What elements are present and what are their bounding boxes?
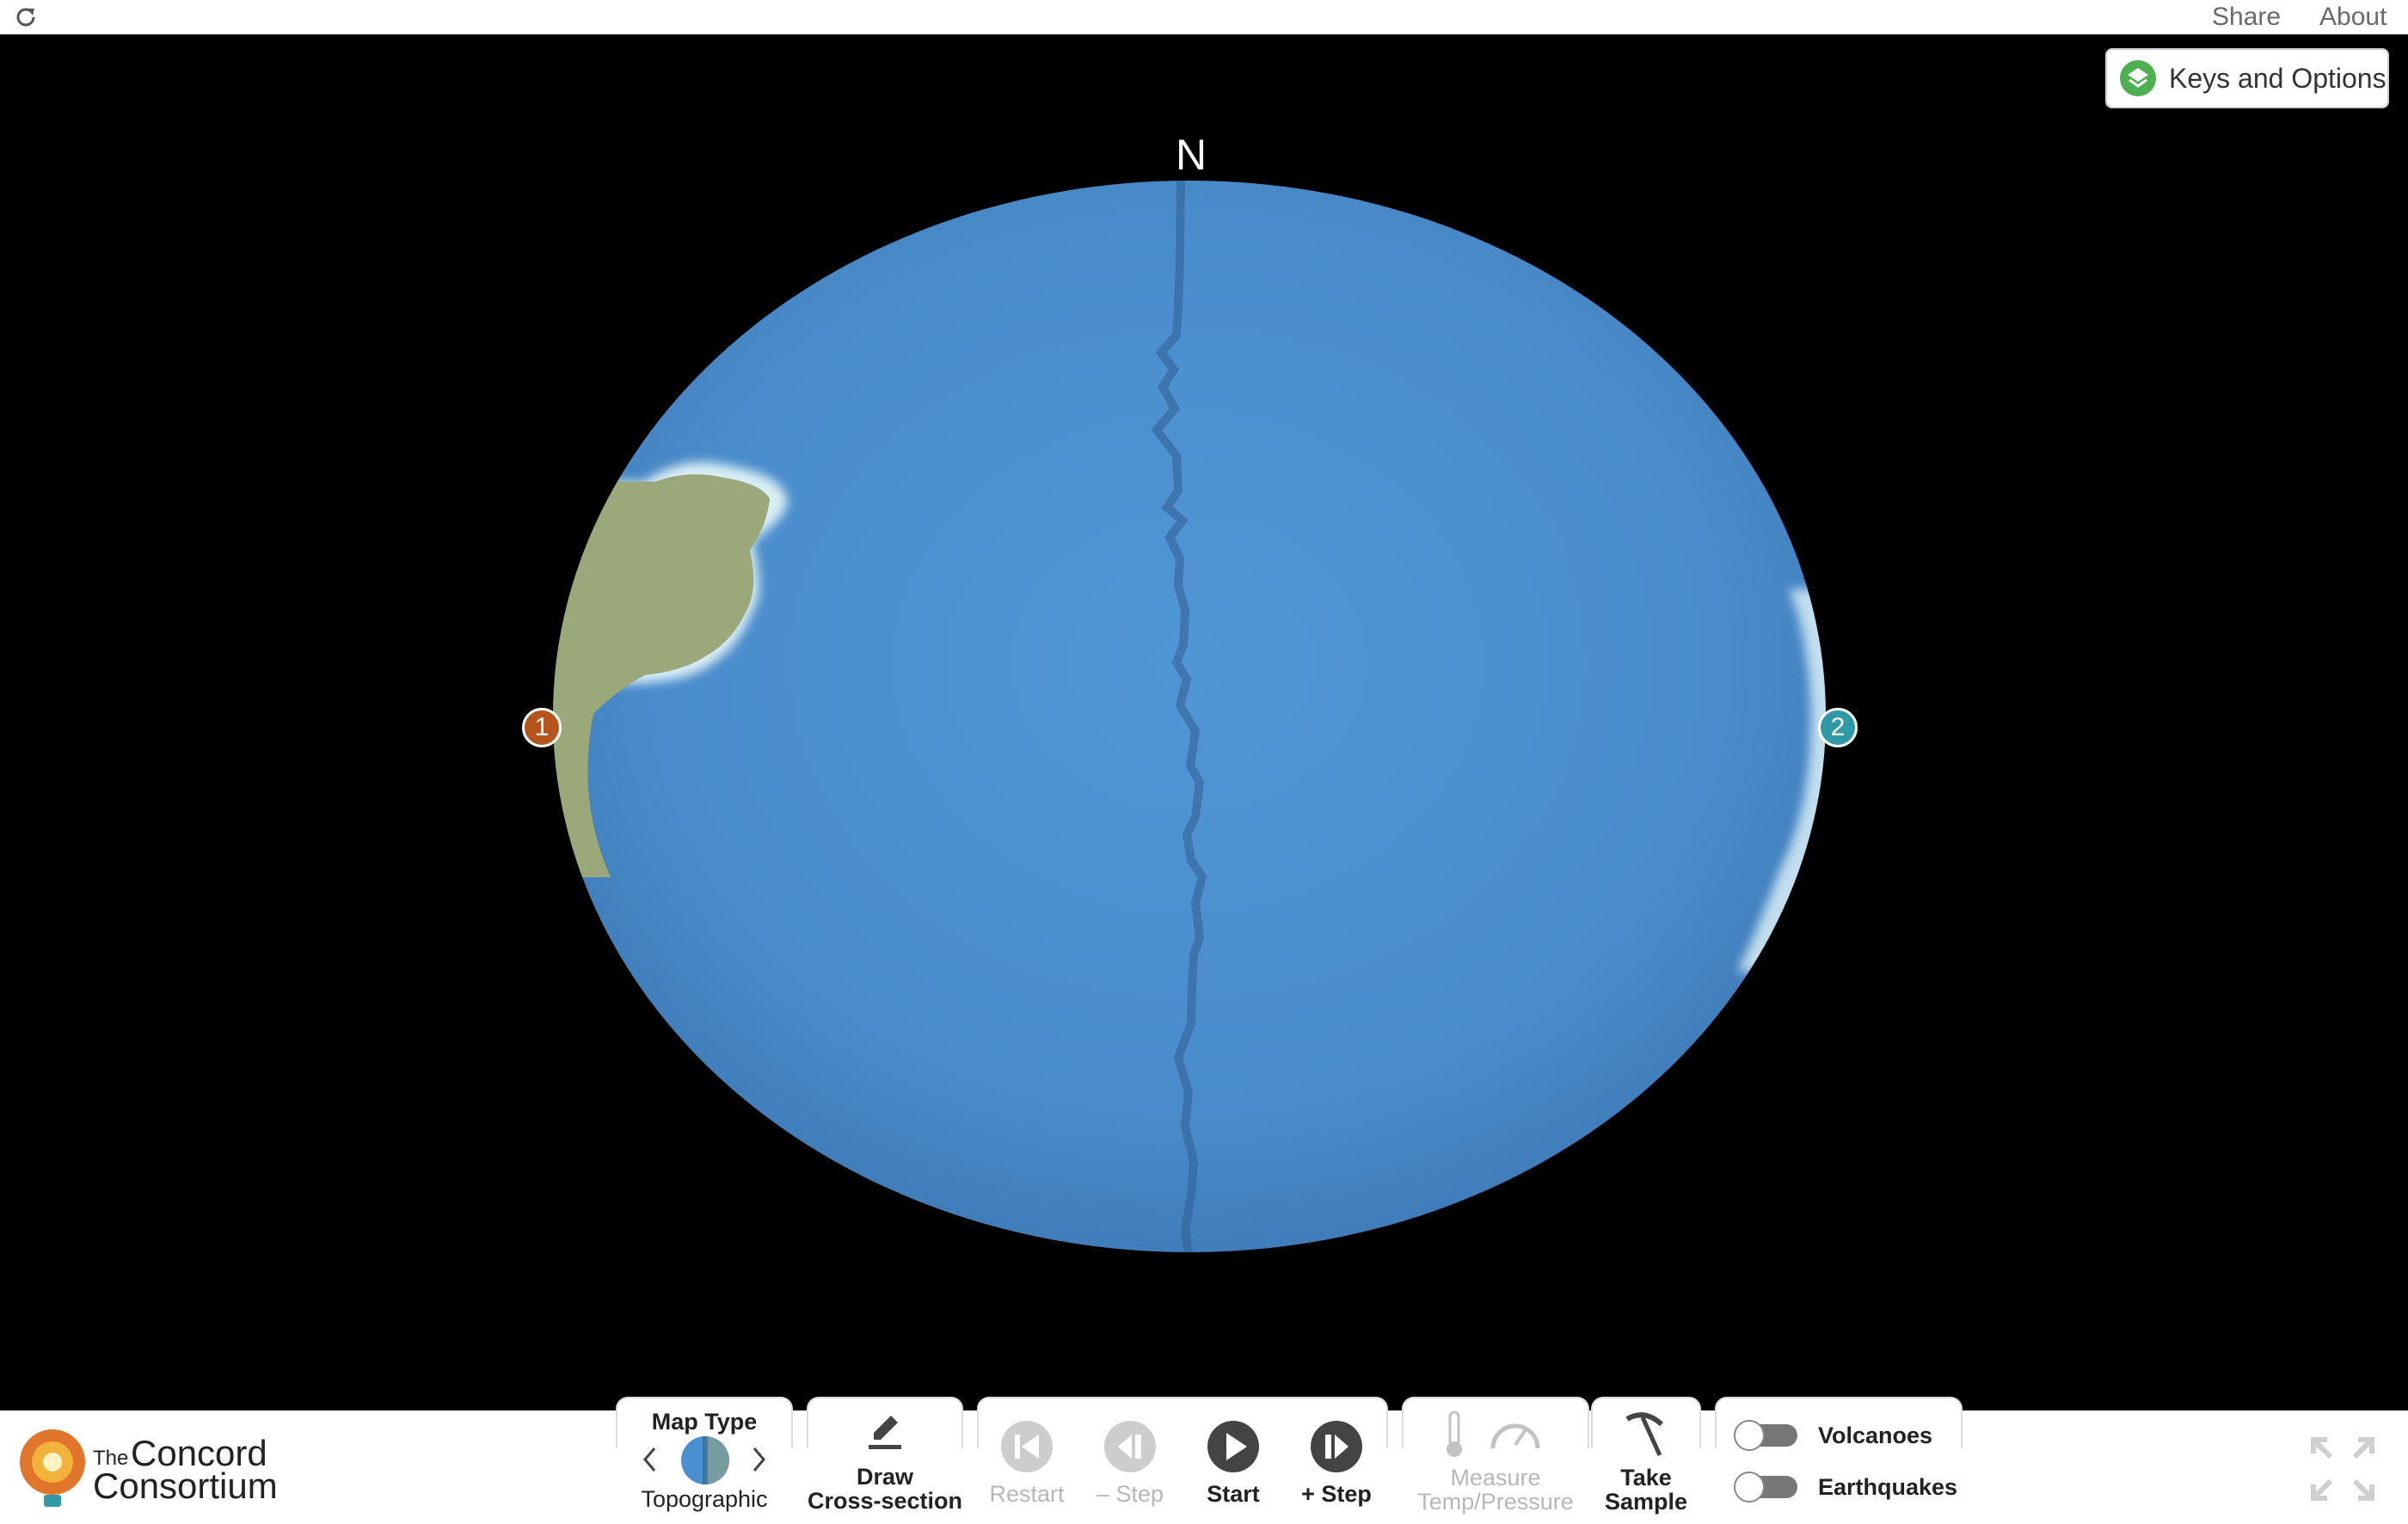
north-label: N (1175, 131, 1207, 179)
continent-left (553, 474, 770, 877)
play-icon[interactable] (1206, 1419, 1261, 1474)
step-forward-icon[interactable] (1309, 1419, 1364, 1474)
take-sample-line1[interactable]: Take (1620, 1465, 1672, 1490)
take-sample-line2[interactable]: Sample (1604, 1489, 1688, 1515)
logo-text-line1: Concord (131, 1433, 267, 1473)
earthquakes-toggle[interactable] (1734, 1472, 1797, 1502)
globe-map-icon[interactable] (679, 1435, 731, 1486)
restart-label: Restart (989, 1481, 1065, 1507)
earthquakes-toggle-knob (1734, 1472, 1765, 1502)
continent-right (1737, 589, 1826, 972)
measure-label-line1: Measure (1450, 1465, 1541, 1490)
map-type-title: Map Type (651, 1409, 758, 1435)
draw-label-line1[interactable]: Draw (856, 1464, 914, 1490)
restart-icon[interactable] (999, 1419, 1054, 1474)
keys-and-options-label: Keys and Options (2169, 62, 2386, 94)
step-forward-label[interactable]: + Step (1301, 1481, 1372, 1507)
concord-logo-icon (20, 1429, 85, 1507)
earthquakes-label: Earthquakes (1818, 1474, 1958, 1500)
about-link[interactable]: About (2319, 3, 2387, 31)
volcanoes-label: Volcanoes (1818, 1423, 1933, 1448)
chevron-left-icon[interactable] (640, 1445, 660, 1474)
planet-globe[interactable] (516, 181, 1875, 1290)
pressure-gauge-icon[interactable] (1488, 1410, 1543, 1453)
thermometer-icon[interactable] (1443, 1410, 1465, 1459)
measure-label-line2: Temp/Pressure (1417, 1489, 1574, 1515)
step-back-label: – Step (1096, 1481, 1164, 1507)
fullscreen-icon[interactable] (2310, 1436, 2375, 1502)
layers-icon (2120, 60, 2156, 96)
volcanoes-toggle[interactable] (1734, 1420, 1797, 1451)
top-bar: Share About (0, 0, 2408, 34)
map-type-value: Topographic (641, 1486, 768, 1512)
pencil-icon[interactable] (865, 1412, 905, 1452)
start-label[interactable]: Start (1207, 1481, 1260, 1507)
plate-marker-2[interactable]: 2 (1818, 708, 1858, 747)
sample-tab (1591, 1397, 1701, 1448)
reload-icon[interactable] (12, 3, 40, 31)
logo-text-line2: Consortium (93, 1466, 278, 1506)
step-back-icon[interactable] (1103, 1419, 1158, 1474)
volcanoes-toggle-knob (1734, 1420, 1765, 1451)
draw-label-line2[interactable]: Cross-section (807, 1488, 963, 1514)
share-link[interactable]: Share (2212, 3, 2282, 31)
mid-ocean-ridge (1151, 181, 1207, 1252)
pickaxe-icon[interactable] (1622, 1410, 1667, 1459)
logo-text-the: The (93, 1447, 129, 1470)
plate-marker-1[interactable]: 1 (522, 708, 562, 747)
keys-and-options-button[interactable]: Keys and Options (2105, 48, 2389, 108)
chevron-right-icon[interactable] (748, 1445, 769, 1474)
